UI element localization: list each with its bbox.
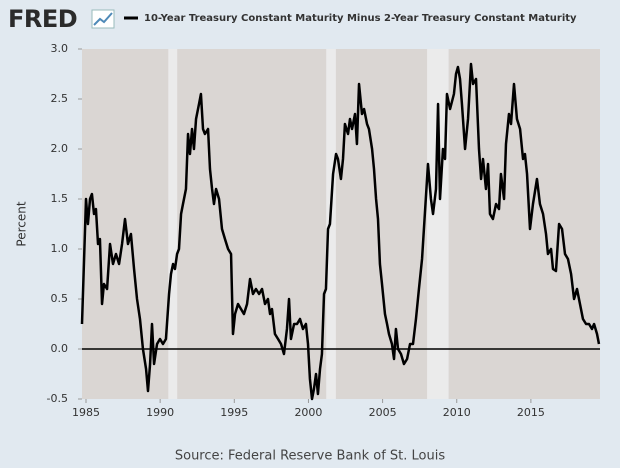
legend-label: 10-Year Treasury Constant Maturity Minus… xyxy=(144,13,577,24)
x-tick-label: 2000 xyxy=(294,406,322,419)
recession-band xyxy=(427,49,449,399)
recession-band xyxy=(168,49,178,399)
x-tick-label: 1995 xyxy=(220,406,248,419)
y-axis-label: Percent xyxy=(15,201,29,246)
x-tick-label: 1985 xyxy=(72,406,100,419)
y-tick-label: 2.0 xyxy=(51,142,69,155)
series-line xyxy=(80,62,601,401)
y-tick-label: 0.0 xyxy=(51,342,69,355)
y-tick-label: 2.5 xyxy=(51,92,69,105)
y-tick-label: 1.0 xyxy=(51,242,69,255)
y-tick-label: 1.5 xyxy=(51,192,69,205)
brand-icon xyxy=(91,9,115,29)
x-tick-label: 2005 xyxy=(369,406,397,419)
y-tick-label: 3.0 xyxy=(51,42,69,55)
y-tick-label: -0.5 xyxy=(47,392,68,405)
x-tick-label: 2010 xyxy=(443,406,471,419)
plot-area xyxy=(82,49,600,399)
x-tick-label: 1990 xyxy=(146,406,174,419)
y-tick-label: 0.5 xyxy=(51,292,69,305)
source: Source: Federal Reserve Bank of St. Loui… xyxy=(175,449,445,464)
brand: FRED xyxy=(8,5,77,33)
x-tick-label: 2015 xyxy=(517,406,545,419)
